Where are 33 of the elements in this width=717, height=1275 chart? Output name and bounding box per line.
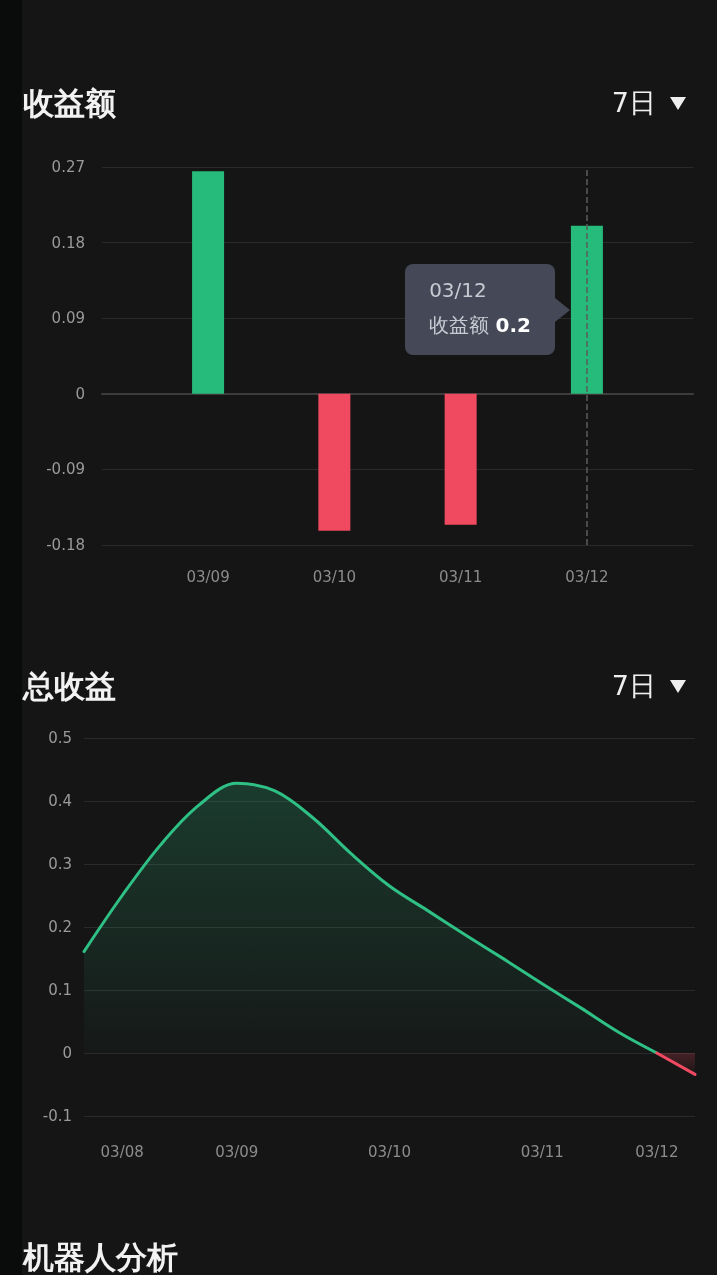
y-tick-label: -0.18 — [46, 536, 85, 554]
y-tick-label: 0 — [62, 1044, 72, 1062]
chart-title: 总收益 — [23, 668, 116, 704]
x-tick-label: 03/10 — [367, 1142, 412, 1161]
x-tick-label: 03/08 — [100, 1142, 144, 1161]
x-tick-label: 03/10 — [312, 567, 356, 586]
y-tick-label: 0.3 — [48, 855, 72, 873]
annotation: 03/12 收益额 0.2 — [429, 277, 531, 340]
x-tick-label: 03/09 — [186, 567, 230, 586]
y-tick-label: -0.1 — [42, 1107, 72, 1125]
bar — [570, 225, 603, 394]
x-tick-label: 03/12 — [635, 1142, 679, 1161]
text: 机器人分析 — [23, 1239, 178, 1275]
y-tick-label: 0.09 — [51, 309, 85, 328]
chart-title: 收益额 — [23, 85, 116, 121]
bar — [318, 393, 351, 531]
x-tick-label: 03/09 — [215, 1142, 259, 1161]
y-tick-label: -0.09 — [46, 460, 85, 479]
bar — [444, 393, 477, 525]
text: 7日 — [611, 86, 656, 120]
y-tick-label: 0.2 — [48, 918, 72, 936]
y-tick-label: 0.27 — [51, 158, 85, 176]
y-tick-label: 0.4 — [48, 792, 72, 810]
y-tick-label: 0 — [75, 384, 85, 403]
bar — [192, 171, 225, 394]
y-tick-label: 0.5 — [48, 729, 72, 747]
text: 7日 — [611, 669, 656, 703]
x-tick-label: 03/11 — [439, 567, 483, 586]
y-tick-label: 0.18 — [51, 233, 85, 252]
y-tick-label: 0.1 — [48, 981, 72, 999]
tooltip: 03/12 收益额 0.2 — [405, 264, 570, 356]
x-tick-label: 03/11 — [520, 1142, 564, 1161]
x-tick-label: 03/12 — [565, 567, 609, 586]
